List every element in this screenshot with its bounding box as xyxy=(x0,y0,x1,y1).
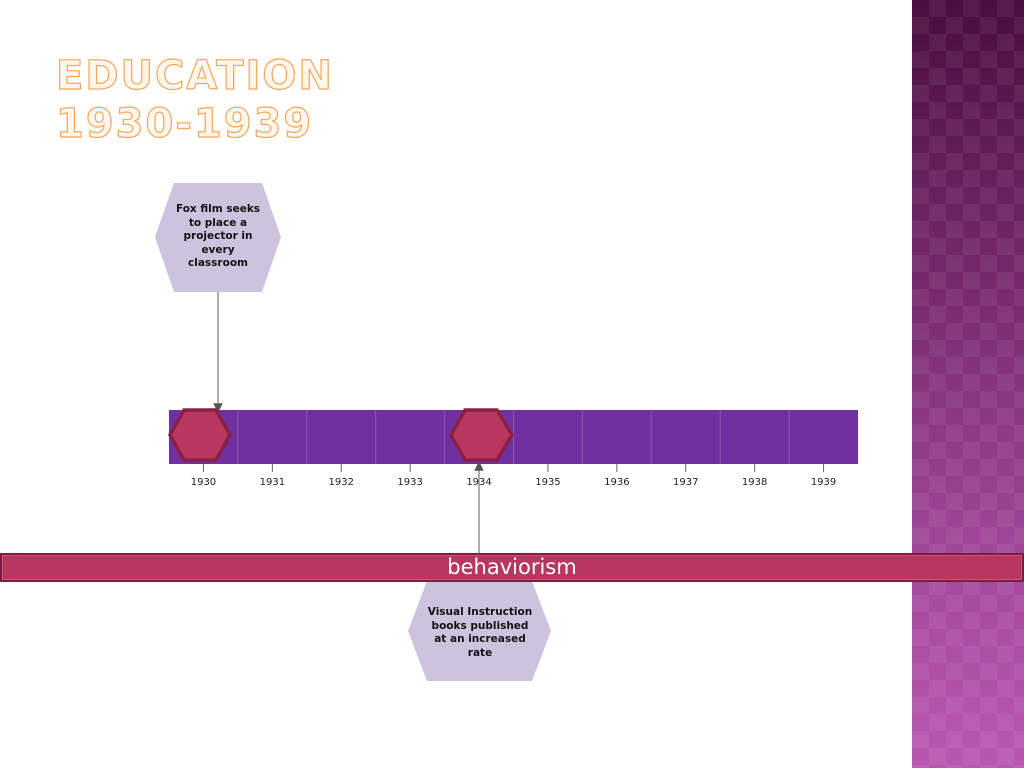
year-label-1935: 1935 xyxy=(535,477,560,488)
year-label-1937: 1937 xyxy=(673,477,698,488)
year-label-1930: 1930 xyxy=(191,477,216,488)
decorative-side-panel xyxy=(912,0,1024,768)
year-label-1932: 1932 xyxy=(329,477,354,488)
callout-hexagon-fox-film xyxy=(155,183,281,292)
timeline-year-labels: 1930 1931 1932 1933 1934 1935 1936 1937 1938 1939 xyxy=(191,477,837,488)
year-label-1939: 1939 xyxy=(811,477,836,488)
title-line-2: 1930-1939 xyxy=(55,100,314,147)
event-marker-1934 xyxy=(448,408,515,462)
title-line-1: EDUCATION xyxy=(55,52,334,99)
year-label-1936: 1936 xyxy=(604,477,629,488)
year-label-1931: 1931 xyxy=(260,477,285,488)
event-marker-1930 xyxy=(167,408,233,462)
behaviorism-label: behaviorism xyxy=(447,555,577,579)
year-label-1933: 1933 xyxy=(397,477,422,488)
timeline-dividers xyxy=(237,410,790,464)
slide-title: EDUCATION 1930-1939 xyxy=(55,52,334,148)
callout-hexagon-visual-instruction xyxy=(408,581,551,681)
year-label-1938: 1938 xyxy=(742,477,767,488)
behaviorism-band xyxy=(0,553,1024,582)
callout-text-visual-instruction: Visual Instruction books published at an… xyxy=(427,606,533,659)
timeline-ticks xyxy=(202,464,825,472)
callout-text-fox-film: Fox film seeks to place a projector in e… xyxy=(175,203,261,270)
